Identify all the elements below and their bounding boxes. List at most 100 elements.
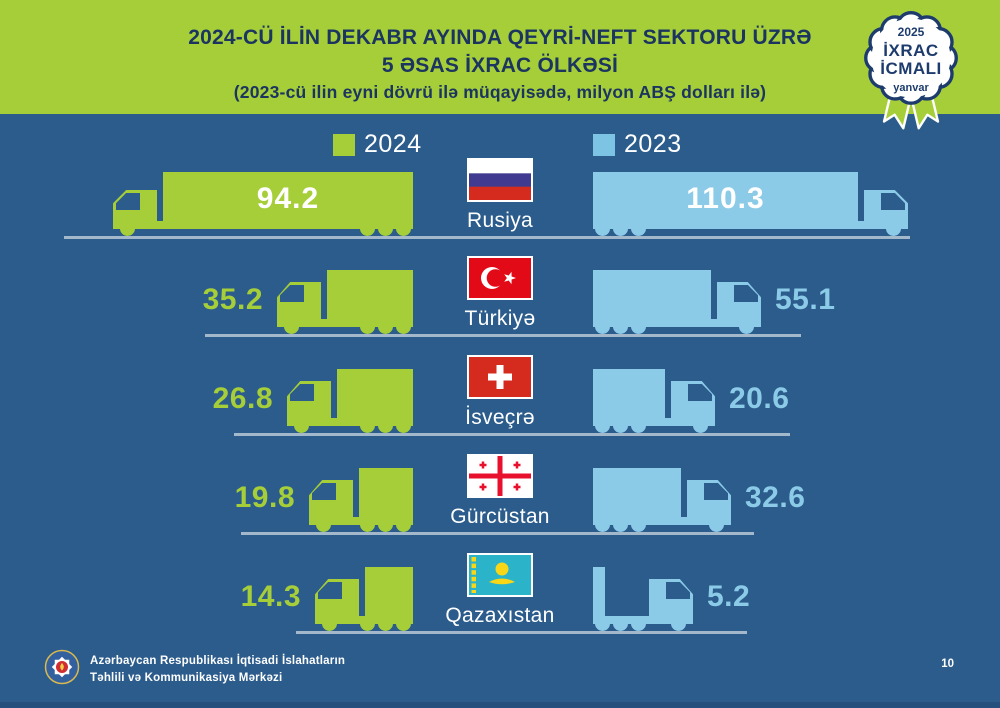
truck-wheel <box>709 517 724 532</box>
truck-2024-isvecre <box>287 361 413 433</box>
truck-window <box>688 384 712 401</box>
country-label: İsveçrə <box>465 406 535 429</box>
country-column: Türkiyə <box>455 238 545 334</box>
truck-wheel <box>360 221 375 236</box>
bottom-strip <box>0 702 1000 708</box>
truck-cargo-box <box>593 270 711 320</box>
truck-2024-qazaxistan <box>315 559 413 631</box>
truck-chassis <box>113 221 413 229</box>
row-turkiye: 35.2 Türkiyə <box>0 238 1000 337</box>
badge-line-2: İCMALI <box>880 59 942 79</box>
truck-cargo-box <box>593 468 681 518</box>
truck-cab <box>309 480 353 525</box>
truck-wheel <box>693 418 708 433</box>
truck-wheel <box>631 616 646 631</box>
truck-wheel <box>378 616 393 631</box>
legend-item-2023: 2023 <box>593 130 682 159</box>
truck-2024-rusiya: 94.2 <box>113 164 413 236</box>
value-2023: 5.2 <box>707 580 751 613</box>
truck-window <box>290 384 314 401</box>
truck-wheel <box>316 517 331 532</box>
zone-2023: 110.3 <box>545 140 1000 236</box>
truck-wheel <box>378 517 393 532</box>
country-label: Qazaxıstan <box>445 604 555 627</box>
value-2024: 14.3 <box>240 580 301 613</box>
truck-wheel <box>613 616 628 631</box>
truck-wheel <box>595 418 610 433</box>
truck-cargo-box <box>359 468 413 518</box>
country-label: Rusiya <box>467 209 533 232</box>
truck-wheel <box>595 616 610 631</box>
legend-label-2023: 2023 <box>624 130 682 158</box>
truck-wheel <box>396 517 411 532</box>
truck-window <box>704 483 728 500</box>
zone-2023: 55.1 <box>545 238 1000 334</box>
legend-swatch-2023 <box>593 133 615 156</box>
row-qazaxistan: 14.3 Qazaxı <box>0 535 1000 634</box>
country-column: Rusiya <box>455 140 545 236</box>
row-isvecre: 26.8 İsveçrə <box>0 337 1000 436</box>
truck-wheel <box>360 517 375 532</box>
truck-wheel <box>613 319 628 334</box>
title-line-2: 5 ƏSAS İXRAC ÖLKƏSİ <box>381 53 619 77</box>
value-2024: 35.2 <box>202 283 263 316</box>
export-review-badge: 2025 İXRAC İCMALI yanvar <box>858 5 964 137</box>
truck-window <box>280 285 304 302</box>
truck-wheel <box>360 319 375 334</box>
page-number: 10 <box>941 658 954 670</box>
zone-2024: 26.8 <box>0 337 455 433</box>
zone-2024: 19.8 <box>0 436 455 532</box>
truck-cargo-box <box>593 369 665 419</box>
country-label: Gürcüstan <box>450 505 550 528</box>
value-2024: 26.8 <box>212 382 273 415</box>
rosette-ribbon-icon <box>864 11 958 130</box>
row-gurcustan: 19.8 <box>0 436 1000 535</box>
truck-2023-turkiye <box>593 262 761 334</box>
truck-cab <box>671 381 715 426</box>
truck-wheel <box>360 418 375 433</box>
truck-wheel <box>613 418 628 433</box>
truck-cab <box>315 579 359 624</box>
truck-wheel <box>595 517 610 532</box>
truck-cab <box>277 282 321 327</box>
truck-wheel <box>595 319 610 334</box>
value-2024: 19.8 <box>234 481 295 514</box>
flag-kazakhstan-icon <box>467 553 533 597</box>
truck-2023-rusiya: 110.3 <box>593 164 908 236</box>
truck-chassis <box>593 418 715 426</box>
truck-cab <box>113 190 157 229</box>
truck-wheel <box>322 616 337 631</box>
truck-2023-gurcustan <box>593 460 731 532</box>
truck-cab <box>864 190 908 229</box>
truck-wheel <box>396 319 411 334</box>
truck-wheel <box>671 616 686 631</box>
truck-wheel <box>631 319 646 334</box>
country-column: Gürcüstan <box>450 436 549 532</box>
truck-window <box>312 483 336 500</box>
truck-cargo-box <box>365 567 413 617</box>
flag-turkey-icon <box>467 256 533 300</box>
truck-cab <box>717 282 761 327</box>
truck-wheel <box>120 221 135 236</box>
truck-cargo-box <box>593 567 605 617</box>
truck-cargo-box <box>337 369 413 419</box>
truck-wheel <box>396 418 411 433</box>
truck-wheel <box>378 221 393 236</box>
truck-2024-gurcustan <box>309 460 413 532</box>
truck-wheel <box>294 418 309 433</box>
azerbaijan-emblem-icon <box>44 649 80 690</box>
ground-line <box>241 532 754 535</box>
value-2024: 94.2 <box>256 181 320 215</box>
ground-line <box>64 236 910 239</box>
value-2023: 20.6 <box>729 382 790 415</box>
truck-window <box>734 285 758 302</box>
truck-2024-turkiye <box>277 262 413 334</box>
truck-chassis <box>593 517 731 525</box>
ground-line <box>234 433 790 436</box>
truck-wheel <box>739 319 754 334</box>
zone-2024: 94.2 <box>0 140 455 236</box>
truck-window <box>116 193 140 210</box>
truck-cargo-box <box>327 270 413 320</box>
legend-label-2024: 2024 <box>364 130 422 158</box>
country-column: İsveçrə <box>455 337 545 433</box>
